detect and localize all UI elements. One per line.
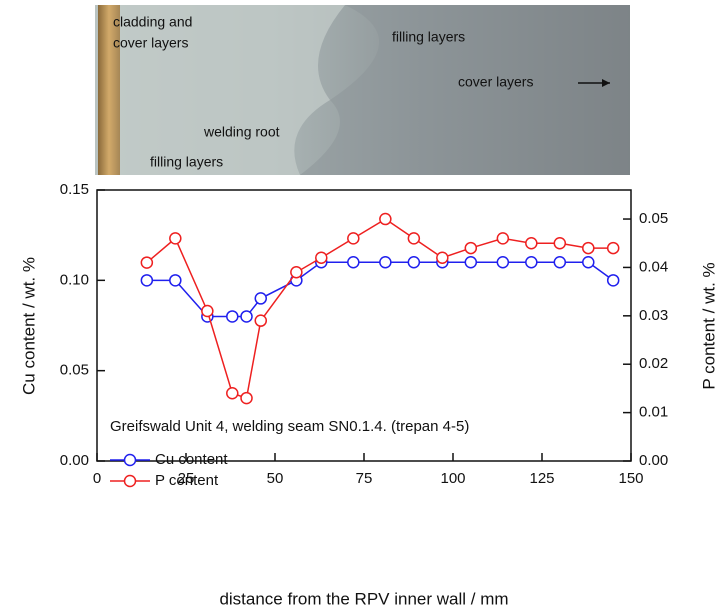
photo bbox=[95, 5, 630, 175]
annotation: cladding and bbox=[113, 14, 192, 30]
data-point bbox=[407, 256, 421, 269]
x-tick-label: 25 bbox=[178, 470, 195, 487]
data-point bbox=[553, 236, 567, 250]
data-point bbox=[140, 274, 154, 287]
x-tick-label: 125 bbox=[529, 470, 554, 487]
data-point bbox=[240, 310, 253, 323]
y2-tick-label: 0.00 bbox=[639, 452, 668, 469]
data-point bbox=[290, 266, 303, 279]
data-point bbox=[582, 256, 595, 269]
y-tick-label: 0.00 bbox=[60, 452, 89, 469]
x-tick-label: 50 bbox=[267, 470, 284, 487]
x-tick-label: 75 bbox=[356, 470, 373, 487]
data-point bbox=[407, 232, 421, 245]
data-point bbox=[582, 241, 595, 255]
data-point bbox=[169, 274, 182, 287]
y-axis-label: Cu content / wt. % bbox=[19, 257, 38, 395]
annotation: filling layers bbox=[392, 29, 465, 45]
x-tick-label: 100 bbox=[440, 470, 465, 487]
legend-title: Greifswald Unit 4, welding seam SN0.1.4.… bbox=[110, 418, 469, 435]
data-point bbox=[254, 292, 268, 305]
y-tick-label: 0.10 bbox=[60, 271, 89, 288]
data-point bbox=[254, 314, 268, 327]
legend-marker bbox=[123, 474, 137, 488]
x-axis-label: distance from the RPV inner wall / mm bbox=[219, 589, 508, 608]
legend-label: P content bbox=[155, 472, 219, 489]
data-point bbox=[240, 391, 253, 405]
x-tick-label: 0 bbox=[93, 470, 101, 487]
y2-axis-label: P content / wt. % bbox=[699, 262, 718, 389]
data-point bbox=[347, 232, 360, 245]
data-point bbox=[347, 256, 360, 269]
annotation: welding root bbox=[203, 124, 280, 140]
y2-tick-label: 0.03 bbox=[639, 307, 668, 324]
data-point bbox=[436, 251, 449, 264]
data-point bbox=[553, 256, 567, 269]
y2-tick-label: 0.01 bbox=[639, 404, 668, 421]
data-point bbox=[606, 274, 620, 287]
data-point bbox=[464, 256, 478, 269]
data-point bbox=[201, 304, 214, 318]
annotation: cover layers bbox=[113, 35, 188, 51]
data-point bbox=[379, 212, 392, 226]
data-point bbox=[315, 251, 328, 264]
data-point bbox=[496, 232, 510, 245]
data-point bbox=[525, 236, 538, 250]
data-point bbox=[379, 256, 392, 269]
data-point bbox=[464, 241, 478, 255]
data-point bbox=[226, 387, 239, 400]
x-tick-label: 150 bbox=[618, 470, 643, 487]
legend-label: Cu content bbox=[155, 451, 228, 468]
y-tick-label: 0.15 bbox=[60, 181, 89, 198]
annotation: filling layers bbox=[150, 154, 223, 170]
legend-marker bbox=[123, 453, 137, 467]
series-line bbox=[146, 261, 614, 318]
series-line bbox=[146, 218, 614, 400]
y-tick-label: 0.05 bbox=[60, 362, 89, 379]
data-point bbox=[525, 256, 538, 269]
y2-tick-label: 0.02 bbox=[639, 355, 668, 372]
annotation: cover layers bbox=[458, 74, 533, 90]
y2-tick-label: 0.05 bbox=[639, 210, 668, 227]
data-point bbox=[496, 256, 510, 269]
y2-tick-label: 0.04 bbox=[639, 258, 668, 275]
data-point bbox=[169, 232, 182, 245]
data-point bbox=[140, 256, 154, 269]
data-point bbox=[226, 310, 239, 323]
data-point bbox=[606, 241, 620, 255]
annotation-arrowhead bbox=[602, 79, 610, 87]
